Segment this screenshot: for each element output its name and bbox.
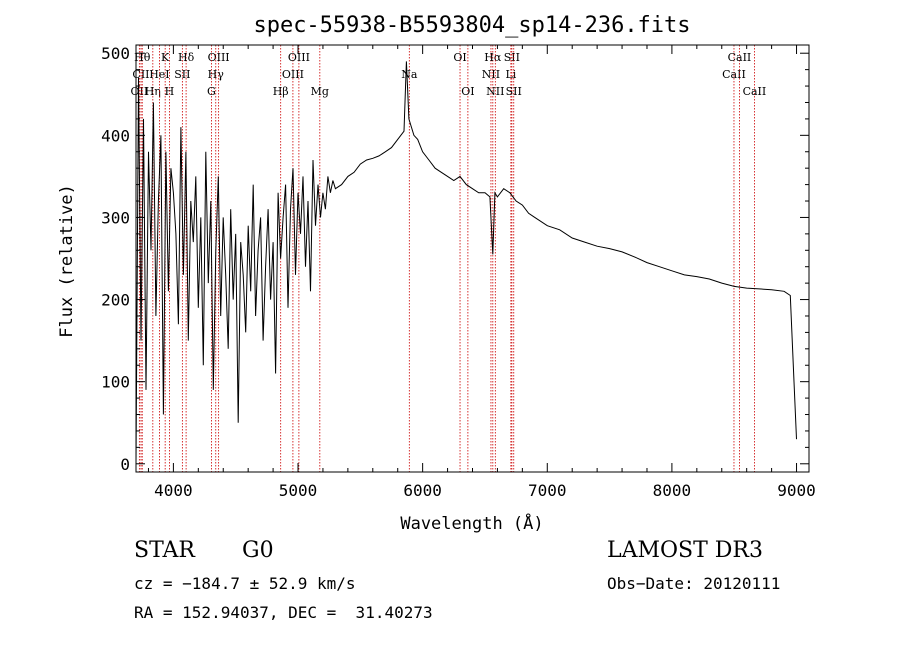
spectral-line-label: OIII <box>208 51 230 64</box>
x-tick-label: 7000 <box>528 481 567 500</box>
ra-dec-coordinates: RA = 152.94037, DEC = 31.40273 <box>134 603 433 622</box>
survey-name: LAMOST DR3 <box>607 538 763 563</box>
y-tick-label: 400 <box>101 126 130 145</box>
spectral-line-markers: OII CII Hθ Hη HeI K H SII Hδ OIII Hγ G Hβ OIII OIII Mg N… <box>131 45 767 472</box>
flux-series-line <box>135 61 797 464</box>
x-axis-label: Wavelength (Å) <box>400 512 543 534</box>
spectral-line-label: Hη <box>145 85 161 98</box>
observation-date: Obs−Date: 20120111 <box>607 574 781 593</box>
spectral-line-label: Li <box>505 68 516 81</box>
redshift-velocity: cz = −184.7 ± 52.9 km/s <box>134 574 356 593</box>
spectral-line-label: Mg <box>311 85 329 98</box>
spectral-line-label: Na <box>401 68 418 81</box>
spectral-line-label: H <box>165 85 175 98</box>
x-tick-label: 6000 <box>403 481 442 500</box>
spectral-line-label: Hα <box>484 51 502 64</box>
spectral-line-label: Hθ <box>134 51 151 64</box>
y-tick-label: 300 <box>101 208 130 227</box>
spectral-line-label: HeI <box>149 68 169 81</box>
spectral-line-label: OIII <box>288 51 310 64</box>
spectral-line-label: NII <box>482 68 500 81</box>
spectral-line-label: SII <box>506 85 522 98</box>
chart-title: spec-55938-B5593804_sp14-236.fits <box>253 13 690 38</box>
spectral-line-label: SII <box>174 68 190 81</box>
y-tick-label: 0 <box>120 455 130 474</box>
spectral-line-label: Hδ <box>178 51 195 64</box>
spectral-line-label: OII <box>131 85 149 98</box>
spectral-line-label: SII <box>504 51 520 64</box>
y-tick-label: 500 <box>101 44 130 63</box>
axis-ticks: 4000 5000 6000 7000 8000 9000 0 100 200 300 400 500 <box>101 44 816 500</box>
spectral-line-label: G <box>207 85 216 98</box>
spectral-line-label: OI <box>453 51 466 64</box>
plot-frame <box>135 44 810 473</box>
spectral-line-label: K <box>161 51 170 64</box>
spectral-line-label: Hγ <box>208 68 225 81</box>
object-subclass: G0 <box>242 538 274 563</box>
y-axis-label: Flux (relative) <box>57 184 77 338</box>
spectral-line-label: Hβ <box>273 85 289 98</box>
spectral-line-label: OIII <box>282 68 304 81</box>
spectral-line-label: OI <box>461 85 474 98</box>
y-tick-label: 200 <box>101 291 130 310</box>
x-tick-label: 5000 <box>279 481 318 500</box>
spectral-line-label: CaII <box>722 68 746 81</box>
object-class: STAR <box>134 538 195 563</box>
spectral-line-label: CII <box>132 68 149 81</box>
x-tick-label: 9000 <box>777 481 816 500</box>
x-tick-label: 4000 <box>154 481 193 500</box>
spectral-line-label: NII <box>486 85 504 98</box>
spectral-line-label: CaII <box>743 85 767 98</box>
spectral-line-label: CaII <box>728 51 752 64</box>
y-tick-label: 100 <box>101 373 130 392</box>
x-tick-label: 8000 <box>653 481 692 500</box>
